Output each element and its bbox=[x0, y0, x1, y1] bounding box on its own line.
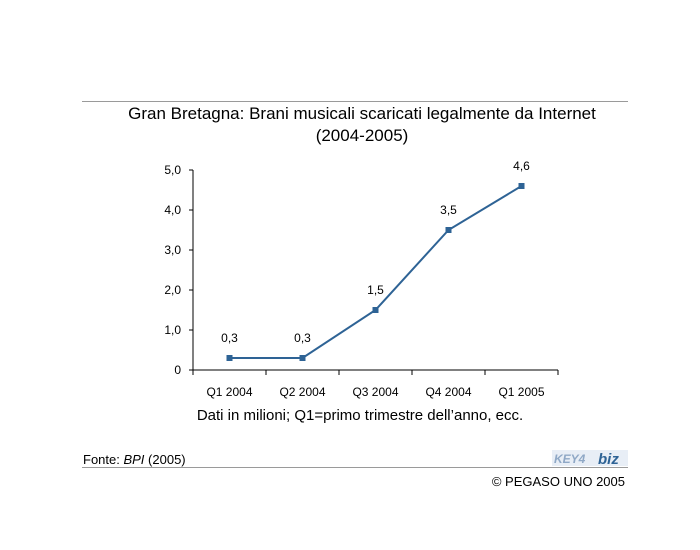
source-name: BPI bbox=[123, 452, 145, 467]
source-prefix: Fonte: bbox=[83, 452, 124, 467]
y-tick-label: 2,0 bbox=[164, 283, 181, 297]
chart-title-line-2: (2004-2005) bbox=[315, 126, 409, 145]
copyright-notice: © PEGASO UNO 2005 bbox=[491, 474, 625, 489]
key4biz-logo: KEY4 biz bbox=[552, 450, 628, 468]
logo-text-biz: biz bbox=[598, 451, 619, 468]
data-point-marker bbox=[518, 183, 525, 189]
source-note: Fonte: BPI (2005) bbox=[83, 452, 186, 467]
x-tick-label: Q1 2005 bbox=[498, 385, 544, 399]
y-tick-label: 5,0 bbox=[164, 163, 181, 177]
data-label: 0,3 bbox=[294, 331, 311, 345]
data-label: 0,3 bbox=[221, 331, 238, 345]
data-point-marker bbox=[299, 355, 306, 361]
y-tick-label: 1,0 bbox=[164, 323, 181, 337]
x-tick-label: Q1 2004 bbox=[206, 385, 252, 399]
data-label: 1,5 bbox=[367, 283, 384, 297]
y-tick-label: 0 bbox=[174, 363, 181, 377]
y-tick-label: 3,0 bbox=[164, 243, 181, 257]
data-label: 4,6 bbox=[513, 159, 530, 173]
x-tick-label: Q4 2004 bbox=[425, 385, 471, 399]
chart-title: Gran Bretagna: Brani musicali scaricati … bbox=[82, 103, 642, 147]
chart-caption: Dati in milioni; Q1=primo trimestre dell… bbox=[196, 407, 524, 424]
data-label: 3,5 bbox=[440, 203, 457, 217]
x-tick-label: Q3 2004 bbox=[352, 385, 398, 399]
chart-title-line-1: Gran Bretagna: Brani musicali scaricati … bbox=[128, 104, 596, 123]
title-top-rule bbox=[82, 101, 628, 102]
y-tick-label: 4,0 bbox=[164, 203, 181, 217]
footer-rule bbox=[82, 467, 628, 468]
data-point-marker bbox=[445, 227, 452, 233]
source-suffix: (2005) bbox=[144, 452, 186, 467]
data-point-marker bbox=[372, 307, 379, 313]
logo-text-key: KEY4 bbox=[554, 452, 586, 466]
x-tick-label: Q2 2004 bbox=[279, 385, 325, 399]
series-line bbox=[229, 185, 523, 359]
data-point-marker bbox=[226, 355, 233, 361]
